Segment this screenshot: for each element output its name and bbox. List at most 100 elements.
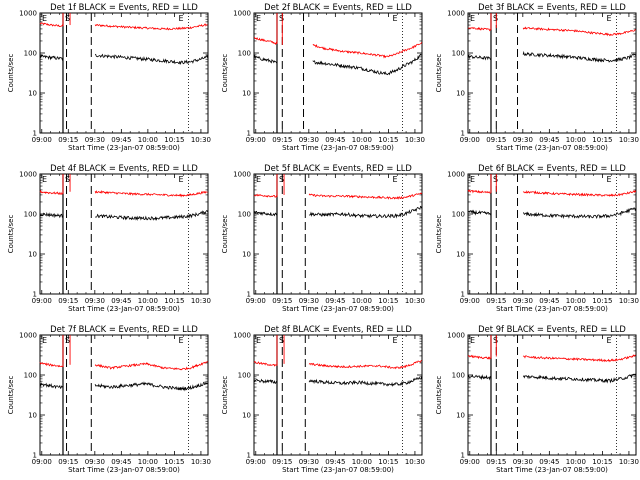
x-axis-label: Start Time (23-Jan-07 08:59:00) xyxy=(68,144,180,152)
x-tick-label: 10:15 xyxy=(592,458,612,466)
y-tick-label: 100 xyxy=(24,372,37,380)
x-tick-label: 09:45 xyxy=(111,297,131,305)
panel-title: Det 8f BLACK = Events, RED = LLD xyxy=(264,324,412,334)
x-tick-label: 10:00 xyxy=(138,458,158,466)
x-tick-label: 09:00 xyxy=(460,297,480,305)
lld-series-line xyxy=(522,189,637,197)
marker-label-s: S xyxy=(493,336,498,345)
y-axis-label: Counts/sec xyxy=(7,215,15,254)
y-axis-label: Counts/sec xyxy=(435,376,443,415)
panel-8: Det 8f BLACK = Events, RED = LLD 1 10 100 10… xyxy=(221,324,425,474)
y-tick-label: 1 xyxy=(247,130,251,138)
y-axis-label: Counts/sec xyxy=(221,54,229,93)
x-tick-label: 10:30 xyxy=(619,458,639,466)
x-tick-label: 09:15 xyxy=(58,136,78,144)
lld-series-line xyxy=(308,359,422,370)
marker-label-e-start: E xyxy=(256,336,261,345)
panel-5: Det 5f BLACK = Events, RED = LLD 1 10 100 10… xyxy=(221,163,425,313)
x-tick-label: 09:30 xyxy=(299,297,319,305)
x-tick-label: 09:45 xyxy=(325,458,345,466)
y-tick-label: 1000 xyxy=(233,171,251,179)
y-tick-label: 1 xyxy=(247,452,251,460)
x-tick-label: 09:00 xyxy=(246,458,266,466)
x-axis-label: Start Time (23-Jan-07 08:59:00) xyxy=(496,466,608,474)
x-tick-label: 10:30 xyxy=(191,297,211,305)
x-tick-label: 10:00 xyxy=(138,297,158,305)
y-tick-label: 10 xyxy=(456,412,465,420)
panel-title: Det 2f BLACK = Events, RED = LLD xyxy=(264,2,412,12)
marker-label-e-end: E xyxy=(607,336,612,345)
lld-series-line xyxy=(467,189,492,194)
y-tick-label: 1 xyxy=(33,291,37,299)
y-axis-label: Counts/sec xyxy=(221,215,229,254)
marker-label-e-start: E xyxy=(470,175,475,184)
y-axis-label: Counts/sec xyxy=(7,54,15,93)
y-tick-label: 10 xyxy=(242,90,251,98)
events-series-line xyxy=(39,211,64,219)
panel-title: Det 1f BLACK = Events, RED = LLD xyxy=(50,2,198,12)
y-tick-label: 100 xyxy=(238,50,251,58)
events-series-line xyxy=(467,209,492,216)
y-tick-label: 100 xyxy=(452,50,465,58)
marker-label-e-start: E xyxy=(470,336,475,345)
x-axis-label: Start Time (23-Jan-07 08:59:00) xyxy=(496,305,608,313)
lld-series-line xyxy=(94,361,208,371)
x-tick-label: 10:30 xyxy=(405,297,425,305)
marker-label-e-end: E xyxy=(607,175,612,184)
panel-2: Det 2f BLACK = Events, RED = LLD 1 10 100 10… xyxy=(221,2,425,152)
x-tick-label: 10:30 xyxy=(191,136,211,144)
y-tick-label: 10 xyxy=(242,251,251,259)
lld-series-line xyxy=(522,354,636,363)
y-tick-label: 1 xyxy=(33,130,37,138)
x-tick-label: 09:45 xyxy=(325,136,345,144)
x-tick-label: 09:30 xyxy=(85,458,105,466)
marker-label-s: S xyxy=(279,14,284,23)
events-series-line xyxy=(253,210,278,217)
plot-frame xyxy=(253,12,423,134)
y-axis-label: Counts/sec xyxy=(435,215,443,254)
marker-label-s: S xyxy=(493,175,498,184)
x-tick-label: 09:45 xyxy=(539,136,559,144)
x-tick-label: 10:00 xyxy=(352,458,372,466)
marker-label-e-start: E xyxy=(256,175,261,184)
x-tick-label: 09:45 xyxy=(539,458,559,466)
plot-frame xyxy=(467,12,637,134)
x-tick-label: 09:15 xyxy=(272,297,292,305)
events-series-line xyxy=(39,54,64,61)
plot-frame xyxy=(253,173,423,295)
y-tick-label: 10 xyxy=(28,90,37,98)
x-axis-label: Start Time (23-Jan-07 08:59:00) xyxy=(282,466,394,474)
panel-4: Det 4f BLACK = Events, RED = LLD 1 10 100 10… xyxy=(7,163,211,313)
y-tick-label: 100 xyxy=(452,372,465,380)
lld-series-line xyxy=(39,361,63,368)
marker-label-e-end: E xyxy=(179,336,184,345)
y-tick-label: 1000 xyxy=(233,332,251,340)
marker-label-s: S xyxy=(65,175,70,184)
plot-frame xyxy=(39,334,209,456)
lld-series-line xyxy=(39,189,64,195)
panel-1: Det 1f BLACK = Events, RED = LLD 1 10 100 10… xyxy=(7,2,211,152)
x-tick-label: 10:30 xyxy=(405,458,425,466)
x-axis-label: Start Time (23-Jan-07 08:59:00) xyxy=(496,144,608,152)
y-axis-label: Counts/sec xyxy=(7,376,15,415)
lld-series-line xyxy=(467,26,492,32)
x-tick-label: 09:00 xyxy=(460,458,480,466)
x-axis-label: Start Time (23-Jan-07 08:59:00) xyxy=(282,305,394,313)
lld-series-line xyxy=(94,23,208,31)
x-tick-label: 09:00 xyxy=(32,297,52,305)
y-tick-label: 1000 xyxy=(447,171,465,179)
lld-series-line xyxy=(308,192,423,200)
x-tick-label: 10:15 xyxy=(592,136,612,144)
x-tick-label: 10:00 xyxy=(566,297,586,305)
x-tick-label: 10:00 xyxy=(566,458,586,466)
plot-frame xyxy=(467,334,637,456)
plot-frame xyxy=(253,334,423,456)
marker-label-e-end: E xyxy=(393,175,398,184)
marker-label-e-end: E xyxy=(179,14,184,23)
y-tick-label: 1000 xyxy=(447,332,465,340)
plot-frame xyxy=(39,173,209,295)
x-tick-label: 09:45 xyxy=(111,136,131,144)
x-tick-label: 09:15 xyxy=(486,458,506,466)
panel-3: Det 3f BLACK = Events, RED = LLD 1 10 100 10… xyxy=(435,2,639,152)
panel-title: Det 6f BLACK = Events, RED = LLD xyxy=(478,163,626,173)
